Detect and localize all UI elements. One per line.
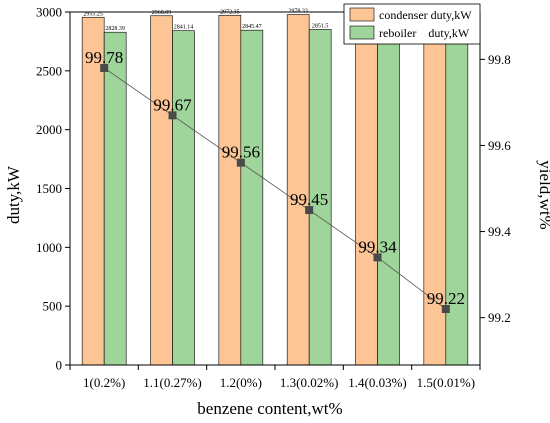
yield-value-label: 99.22 [427,289,465,308]
reboiler-bar [377,28,400,366]
y-axis-title: duty,kW [4,165,23,224]
yield-value-label: 99.34 [358,237,397,256]
labels-layer: 2955.25 2828.39 2968.09 2841.14 2972.35 2845.… [83,8,466,308]
x-tick-label: 1.4(0.03%) [348,375,407,390]
axes-layer: 0 500 1000 1500 2000 2500 3000 99.2 99.4 99.6 99.8… [36,5,511,391]
reboiler-bar [240,29,264,366]
x-axis-title: benzene content,wt% [197,399,342,418]
x-tick-label: 1.5(0.01%) [417,375,476,390]
legend-swatch-condenser [349,7,375,22]
y-tick-label: 0 [56,358,63,373]
yield-line [103,67,447,310]
yield-point [441,305,450,314]
y2-tick-label: 99.8 [488,52,511,67]
condenser-value-label: 2955.25 [83,11,103,17]
y2-tick-label: 99.2 [488,310,511,325]
y-tick-label: 1000 [36,240,62,255]
bars-layer [81,13,469,366]
yield-value-label: 99.45 [290,190,328,209]
yield-point [100,63,109,72]
yield-line-layer [100,63,450,314]
legend-label-reboiler: reboiler duty,kW [379,26,470,40]
condenser-bar [218,14,242,366]
condenser-value-label: 2972.35 [220,9,240,15]
yield-value-label: 99.56 [222,143,260,162]
yield-value-label: 99.67 [153,95,192,114]
yield-point [236,158,245,167]
y-tick-label: 500 [43,299,63,314]
reboiler-bar [103,31,127,366]
reboiler-value-label: 2841.14 [174,25,194,31]
y2-tick-label: 99.4 [488,224,511,239]
reboiler-bar [445,28,469,366]
legend: condenser duty,kW reboiler duty,kW [343,3,481,45]
legend-swatch-reboiler [349,25,375,40]
x-tick-label: 1(0.2%) [83,375,125,390]
reboiler-value-label: 2828.39 [105,26,125,32]
reboiler-value-label: 2851.5 [312,23,329,29]
yield-point [305,206,314,215]
condenser-bar [150,15,173,366]
y2-axis-title: yield,wt% [536,160,550,229]
x-tick-label: 1.1(0.27%) [143,375,202,390]
x-tick-label: 1.2(0%) [220,375,262,390]
y-tick-label: 2500 [36,63,62,78]
yield-point [168,111,177,120]
reboiler-bar [172,30,195,366]
x-tick-label: 1.3(0.02%) [280,375,339,390]
condenser-bar [355,13,378,366]
reboiler-value-label: 2845.47 [242,24,262,30]
condenser-value-label: 2978.33 [288,9,308,15]
yield-point [373,253,382,262]
y-tick-label: 1500 [36,181,62,196]
y2-tick-label: 99.6 [488,138,511,153]
condenser-value-label: 2968.09 [152,10,172,16]
y-tick-label: 2000 [36,122,62,137]
yield-value-label: 99.78 [85,48,123,67]
y-tick-label: 3000 [36,5,62,20]
legend-label-condenser: condenser duty,kW [379,8,472,22]
